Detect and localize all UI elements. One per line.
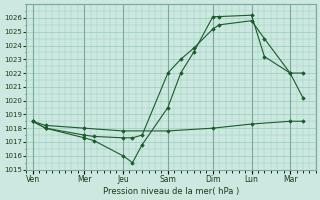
X-axis label: Pression niveau de la mer( hPa ): Pression niveau de la mer( hPa ) [103,187,239,196]
